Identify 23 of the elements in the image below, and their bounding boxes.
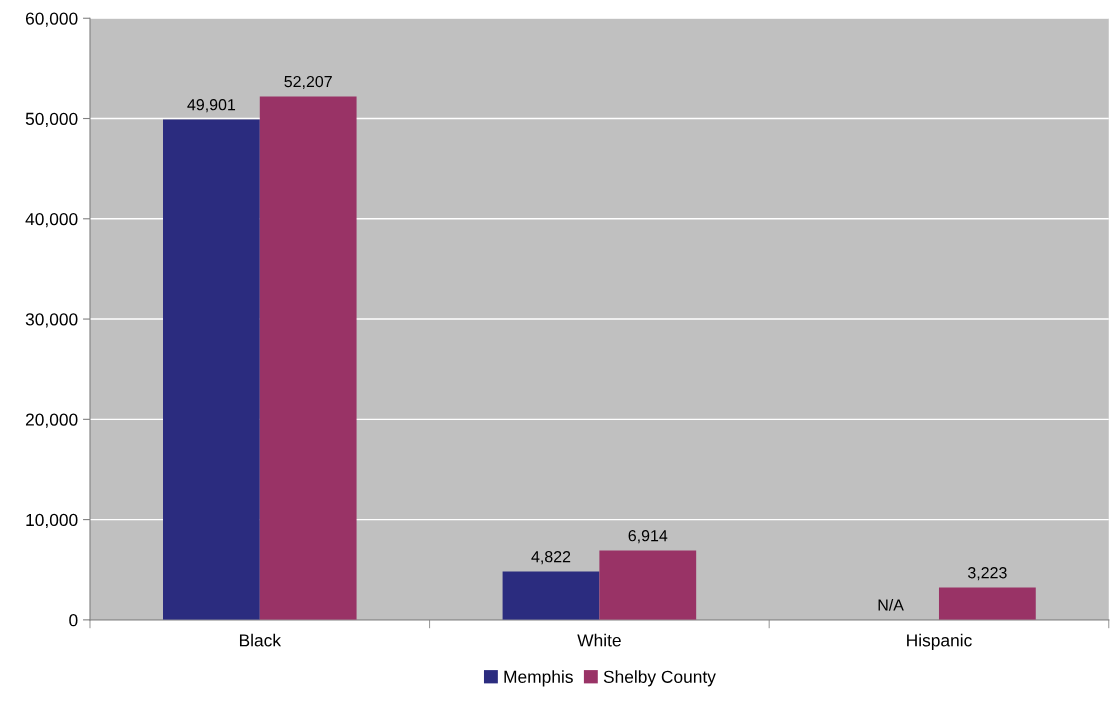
x-tick-label: Hispanic [907, 633, 972, 650]
data-label: 6,914 [628, 530, 668, 544]
data-label: 3,223 [968, 567, 1007, 581]
text: N/A [878, 598, 904, 611]
bar [259, 96, 357, 620]
y-tick-label: 10,000 [26, 513, 78, 529]
x-tick-label: Black [239, 633, 282, 647]
y-tick-label: 40,000 [25, 212, 78, 228]
data-label: 4,822 [531, 551, 571, 565]
bar [938, 587, 1036, 620]
y-tick-label: 60,000 [25, 12, 78, 27]
y-tick-label: 20,000 [25, 413, 78, 428]
bar [502, 571, 600, 620]
data-label: 49,901 [187, 99, 236, 113]
data-label: 52,207 [284, 75, 332, 90]
legend-label: Memphis [504, 670, 573, 687]
legend-label: Shelby County [603, 670, 716, 687]
bar [599, 550, 697, 620]
x-tick-label: White [577, 633, 621, 647]
y-tick-label: 50,000 [25, 112, 78, 128]
bar [163, 119, 260, 620]
y-tick-label: 30,000 [25, 313, 78, 328]
y-tick-label: 0 [69, 614, 78, 627]
